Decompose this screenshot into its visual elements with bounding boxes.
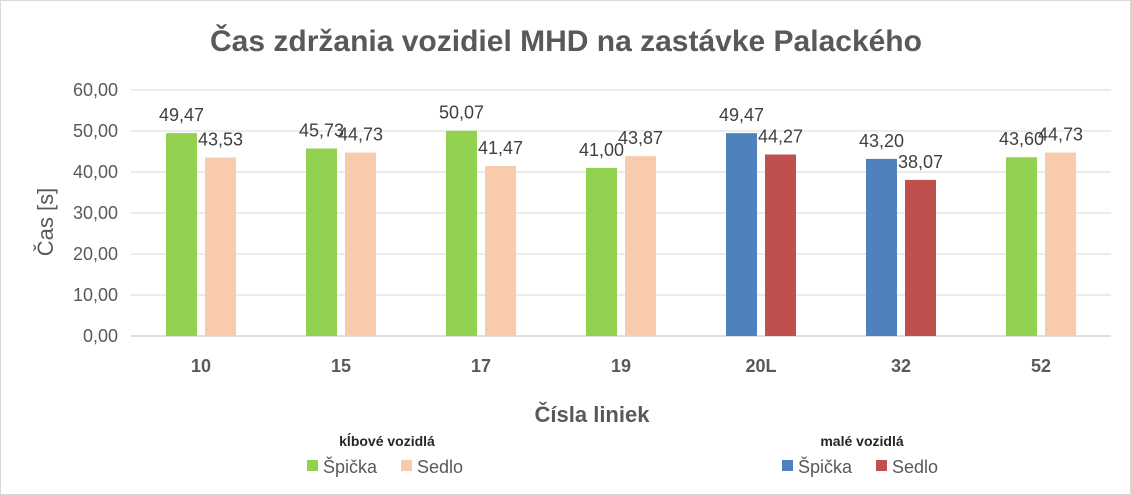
y-axis-ticks: 0,00 10,00 20,00 30,00 40,00 50,00 60,00 <box>73 80 118 346</box>
legend-label: Špička <box>798 456 853 477</box>
x-tick-label: 15 <box>331 356 351 376</box>
x-tick-label: 20L <box>745 356 776 376</box>
data-label: 43,53 <box>198 130 243 150</box>
y-tick-label: 10,00 <box>73 285 118 305</box>
bar-15-Sedlo <box>345 152 376 336</box>
data-label: 43,87 <box>618 128 663 148</box>
x-axis-label: Čísla liniek <box>535 402 651 427</box>
bar-17-Špička <box>446 130 477 336</box>
data-label: 45,73 <box>299 121 344 141</box>
y-tick-label: 40,00 <box>73 162 118 182</box>
data-label: 43,60 <box>999 129 1044 149</box>
bar-17-Sedlo <box>485 165 516 336</box>
bar-20L-Sedlo <box>765 154 796 336</box>
bar-32-Sedlo <box>905 179 936 336</box>
bar-19-Špička <box>586 167 617 336</box>
data-label: 44,73 <box>1038 125 1083 145</box>
y-tick-label: 0,00 <box>83 326 118 346</box>
legend-heading: kĺbové vozidlá <box>339 432 435 449</box>
bar-19-Sedlo <box>625 156 656 336</box>
legend-label: Špička <box>323 456 378 477</box>
data-label: 49,47 <box>159 105 204 125</box>
x-axis-ticks: 10 15 17 19 20L 32 52 <box>191 356 1051 376</box>
y-tick-label: 30,00 <box>73 203 118 223</box>
bar-32-Špička <box>866 158 897 336</box>
legend-swatch <box>782 460 793 471</box>
y-tick-label: 60,00 <box>73 80 118 100</box>
x-tick-label: 52 <box>1031 356 1051 376</box>
legend-heading: malé vozidlá <box>820 433 903 449</box>
bar-10-Sedlo <box>205 157 236 336</box>
y-axis-label: Čas [s] <box>33 188 58 256</box>
x-tick-label: 17 <box>471 356 491 376</box>
data-label: 41,47 <box>478 138 523 158</box>
data-label: 44,27 <box>758 126 803 146</box>
x-tick-label: 32 <box>891 356 911 376</box>
legend-swatch <box>307 460 318 471</box>
x-tick-label: 10 <box>191 356 211 376</box>
gridlines <box>131 89 1111 337</box>
legend-swatch <box>876 460 887 471</box>
data-label: 38,07 <box>898 152 943 172</box>
legend-swatch <box>401 460 412 471</box>
bars <box>166 130 1076 336</box>
chart-title: Čas zdržania vozidiel MHD na zastávke Pa… <box>210 24 922 58</box>
legend-label: Sedlo <box>417 457 463 477</box>
bar-20L-Špička <box>726 133 757 336</box>
legend: kĺbové vozidlá Špička Sedlo malé vozidlá Špi… <box>307 432 938 477</box>
bar-52-Špička <box>1006 157 1037 336</box>
y-tick-label: 50,00 <box>73 121 118 141</box>
bar-10-Špička <box>166 133 197 336</box>
data-label: 43,20 <box>859 131 904 151</box>
bar-52-Sedlo <box>1045 152 1076 336</box>
data-label: 41,00 <box>579 140 624 160</box>
data-label: 44,73 <box>338 125 383 145</box>
legend-label: Sedlo <box>892 457 938 477</box>
x-tick-label: 19 <box>611 356 631 376</box>
y-tick-label: 20,00 <box>73 244 118 264</box>
data-label: 49,47 <box>719 105 764 125</box>
bar-15-Špička <box>306 148 337 336</box>
data-label: 50,07 <box>439 103 484 123</box>
